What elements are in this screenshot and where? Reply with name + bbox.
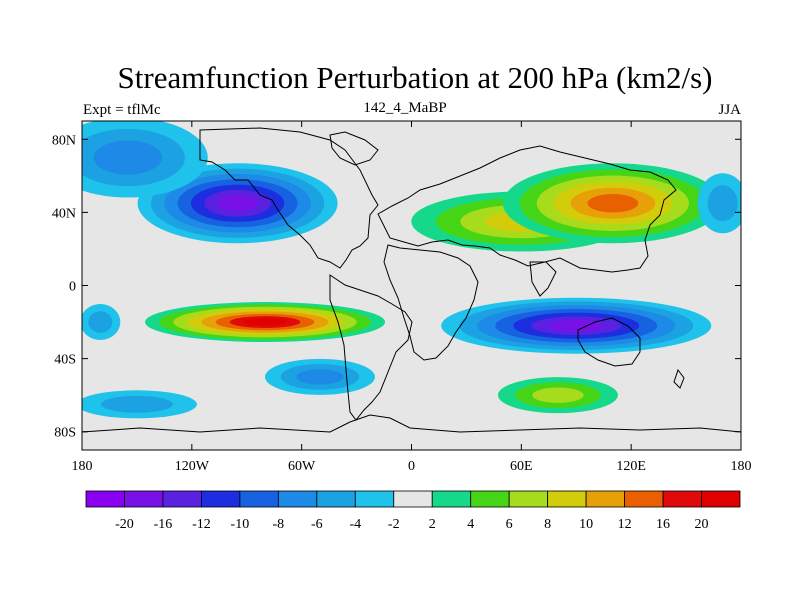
colorbar-swatch: [508, 490, 549, 508]
colorbar-swatch: [662, 490, 702, 508]
coastline-layer: [82, 127, 741, 433]
coastline-south-america: [329, 274, 413, 421]
colorbar-swatch: [624, 490, 664, 508]
colorbar-label: 8: [544, 517, 551, 532]
x-tick-label: 120E: [616, 459, 646, 474]
colorbar-label: 20: [695, 517, 709, 532]
x-tick-label: 60W: [288, 459, 316, 474]
coastline-antarctica: [82, 414, 741, 433]
colorbar-swatch: [124, 490, 164, 508]
y-tick-label: 0: [69, 280, 76, 295]
coastline-africa: [383, 244, 479, 361]
x-tick-label: 120W: [175, 459, 210, 474]
chart-title: Streamfunction Perturbation at 200 hPa (…: [117, 60, 713, 95]
x-tick-label: 180: [731, 459, 752, 474]
experiment-label: Expt = tflMc: [83, 102, 161, 118]
colorbar-label: 10: [579, 517, 593, 532]
y-tick-label: 40N: [52, 206, 76, 221]
colorbar-label: -4: [349, 517, 361, 532]
colorbar-label: 2: [429, 517, 436, 532]
coastline-eurasia: [377, 145, 677, 273]
colorbar-label: -8: [273, 517, 285, 532]
contour-band: [532, 387, 584, 403]
colorbar-swatch: [701, 490, 741, 508]
coastline-australia: [577, 317, 641, 367]
colorbar-swatch: [585, 490, 625, 508]
coastline-india: [529, 261, 557, 297]
colorbar-label: -12: [192, 517, 211, 532]
colorbar-label: -2: [388, 517, 400, 532]
coastline-greenland: [329, 131, 379, 166]
colorbar-swatch: [354, 490, 395, 508]
contour-band: [587, 194, 639, 213]
colorbar-label: -16: [154, 517, 173, 532]
colorbar-label: -6: [311, 517, 323, 532]
colorbar-swatch: [316, 490, 356, 508]
colorbar-swatch: [162, 490, 202, 508]
y-tick-label: 80S: [54, 426, 76, 441]
x-tick-label: 60E: [510, 459, 533, 474]
coastline-new-zealand: [673, 368, 685, 389]
colorbar: -20 -16 -12 -10 -8 -6 -4 -2 2 4 6 8 10 12 16 20: [85, 490, 741, 532]
contour-band: [243, 318, 287, 326]
colorbar-swatch: [547, 490, 587, 508]
coastline-north-america: [199, 127, 379, 269]
y-tick-label: 40S: [54, 353, 76, 368]
contour-band: [88, 311, 113, 333]
contour-band: [93, 140, 163, 175]
x-tick-label: 180: [72, 459, 93, 474]
colorbar-label: -10: [231, 517, 250, 532]
contour-band: [549, 320, 604, 332]
colorbar-swatch: [393, 490, 433, 508]
contour-band: [100, 395, 173, 413]
colorbar-label: 6: [506, 517, 513, 532]
colorbar-label: 12: [618, 517, 632, 532]
colorbar-swatch: [277, 490, 318, 508]
contour-fill-layer: [82, 121, 741, 419]
x-tick-label: 0: [408, 459, 415, 474]
season-label: JJA: [718, 102, 741, 118]
colorbar-label: -20: [115, 517, 134, 532]
colorbar-swatch: [85, 490, 125, 508]
colorbar-label: 4: [467, 517, 474, 532]
contour-band: [707, 185, 738, 222]
colorbar-swatch: [201, 490, 241, 508]
y-tick-label: 80N: [52, 133, 76, 148]
run-label: 142_4_MaBP: [363, 100, 447, 116]
colorbar-swatch: [239, 490, 279, 508]
contour-band: [217, 195, 258, 212]
contour-band: [296, 369, 344, 385]
axis-ticks: 180 120W 60W 0 60E 120E 180 80N 40N 0 40S 80S: [52, 121, 752, 474]
colorbar-label: 16: [656, 517, 670, 532]
colorbar-swatch: [431, 490, 472, 508]
colorbar-swatch: [470, 490, 510, 508]
